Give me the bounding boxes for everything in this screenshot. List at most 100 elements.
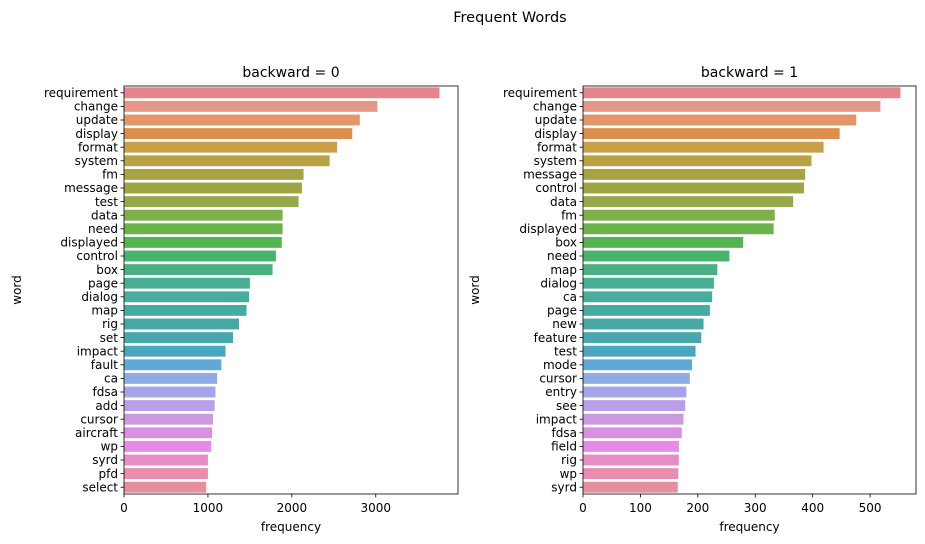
bar-display bbox=[583, 128, 840, 140]
y-tick-label: wp bbox=[101, 440, 118, 454]
bar-ca bbox=[583, 291, 713, 303]
x-tick-label: 500 bbox=[859, 501, 882, 515]
y-tick-label: control bbox=[535, 181, 577, 195]
x-tick-label: 0 bbox=[120, 501, 128, 515]
bar-entry bbox=[583, 386, 687, 398]
bar-message bbox=[124, 182, 302, 194]
y-tick-label: system bbox=[75, 154, 118, 168]
bar-impact bbox=[583, 413, 684, 425]
y-tick-label: impact bbox=[77, 344, 119, 358]
y-tick-label: syrd bbox=[551, 480, 577, 494]
y-tick-label: display bbox=[534, 127, 577, 141]
x-tick-label: 400 bbox=[801, 501, 824, 515]
y-tick-label: data bbox=[550, 195, 577, 209]
x-tick-label: 300 bbox=[744, 501, 767, 515]
bar-update bbox=[583, 114, 857, 126]
x-tick-label: 2000 bbox=[277, 501, 308, 515]
y-tick-label: wp bbox=[560, 467, 577, 481]
bar-mode bbox=[583, 359, 693, 371]
y-tick-label: pfd bbox=[99, 467, 118, 481]
bar-fault bbox=[124, 359, 222, 371]
bar-test bbox=[583, 345, 696, 357]
y-tick-label: entry bbox=[545, 385, 577, 399]
y-tick-label: fm bbox=[561, 208, 577, 222]
y-tick-label: cursor bbox=[539, 372, 577, 386]
bar-requirement bbox=[124, 87, 440, 99]
x-tick-label: 3000 bbox=[360, 501, 391, 515]
bar-wp bbox=[583, 468, 679, 480]
bar-fdsa bbox=[583, 427, 682, 439]
bar-impact bbox=[124, 345, 226, 357]
y-tick-label: dialog bbox=[540, 276, 577, 290]
bar-data bbox=[124, 209, 283, 221]
bar-map bbox=[583, 264, 718, 276]
y-tick-label: change bbox=[74, 100, 118, 114]
bar-box bbox=[124, 264, 273, 276]
bar-change bbox=[583, 100, 881, 112]
bar-data bbox=[583, 196, 794, 208]
bar-fm bbox=[583, 209, 775, 221]
y-tick-label: map bbox=[550, 263, 577, 277]
bar-control bbox=[124, 250, 276, 262]
y-tick-label: select bbox=[82, 480, 118, 494]
x-tick-label: 100 bbox=[629, 501, 652, 515]
y-tick-label: dialog bbox=[81, 290, 118, 304]
y-tick-label: update bbox=[535, 113, 577, 127]
y-tick-label: box bbox=[96, 263, 118, 277]
bar-rig bbox=[124, 318, 239, 330]
bar-box bbox=[583, 236, 744, 248]
y-tick-label: map bbox=[91, 304, 118, 318]
y-tick-label: update bbox=[76, 113, 118, 127]
axes-frame bbox=[123, 85, 459, 495]
y-tick-label: ca bbox=[563, 290, 577, 304]
y-tick-label: displayed bbox=[519, 222, 577, 236]
y-tick-label: test bbox=[95, 195, 118, 209]
bar-dialog bbox=[583, 277, 714, 289]
x-tick-label: 200 bbox=[686, 501, 709, 515]
subplot-backward-0: requirementchangeupdatedisplayformatsyst… bbox=[10, 65, 459, 534]
y-tick-label: feature bbox=[534, 331, 577, 345]
subplot-title: backward = 0 bbox=[242, 65, 339, 81]
y-tick-label: box bbox=[555, 236, 577, 250]
bar-cursor bbox=[583, 372, 690, 384]
bar-system bbox=[124, 155, 330, 167]
y-axis-label: word bbox=[468, 275, 482, 305]
y-tick-label: control bbox=[76, 249, 118, 263]
x-axis-label: frequency bbox=[719, 520, 779, 534]
y-tick-label: impact bbox=[536, 412, 578, 426]
y-tick-label: message bbox=[64, 181, 118, 195]
bar-dialog bbox=[124, 291, 250, 303]
y-tick-label: set bbox=[100, 331, 119, 345]
bar-wp bbox=[124, 440, 212, 452]
y-tick-label: system bbox=[534, 154, 577, 168]
bar-format bbox=[124, 141, 338, 153]
bar-control bbox=[583, 182, 805, 194]
y-tick-label: need bbox=[88, 222, 118, 236]
y-tick-label: displayed bbox=[60, 236, 118, 250]
bar-fm bbox=[124, 168, 304, 180]
bar-add bbox=[124, 400, 215, 412]
y-tick-label: format bbox=[78, 140, 118, 154]
y-tick-label: fm bbox=[102, 168, 118, 182]
y-tick-label: fdsa bbox=[93, 385, 118, 399]
bar-see bbox=[583, 400, 686, 412]
y-tick-label: ca bbox=[104, 372, 118, 386]
y-tick-label: see bbox=[556, 399, 577, 413]
x-tick-label: 0 bbox=[579, 501, 587, 515]
y-tick-label: requirement bbox=[44, 86, 118, 100]
bar-select bbox=[124, 481, 207, 493]
bar-rig bbox=[583, 454, 679, 466]
y-tick-label: syrd bbox=[92, 453, 118, 467]
y-tick-label: rig bbox=[102, 317, 118, 331]
bar-page bbox=[583, 304, 710, 316]
y-tick-label: data bbox=[91, 208, 118, 222]
y-tick-label: rig bbox=[561, 453, 577, 467]
y-tick-label: cursor bbox=[80, 412, 118, 426]
bar-message bbox=[583, 168, 806, 180]
subplot-title: backward = 1 bbox=[701, 65, 798, 81]
bar-pfd bbox=[124, 468, 208, 480]
subplot-backward-1: requirementchangeupdatedisplayformatsyst… bbox=[468, 65, 917, 534]
bar-system bbox=[583, 155, 812, 167]
y-tick-label: message bbox=[523, 168, 577, 182]
